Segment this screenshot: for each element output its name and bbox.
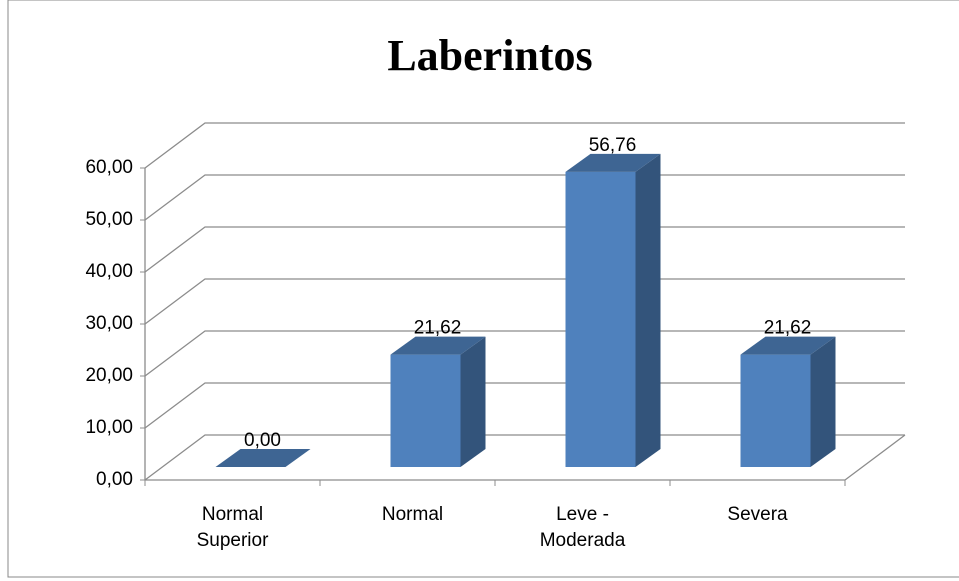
grid-line (144, 382, 905, 429)
grid-line (144, 122, 905, 169)
y-tick-label: 30,00 (85, 313, 133, 334)
bar (565, 153, 661, 467)
x-tick-label: Leve - Moderada (539, 504, 626, 551)
bar-front (390, 354, 461, 467)
bar-top (740, 336, 836, 355)
chart-frame (7, 0, 959, 578)
y-tick-label: 10,00 (85, 417, 133, 438)
bar (740, 336, 836, 467)
chart-title: Laberintos (387, 31, 592, 80)
bar-top (390, 336, 486, 355)
x-tick-label: Normal (381, 504, 444, 525)
x-tick-label: Normal Superior (196, 504, 269, 551)
x-tick-label: Severa (727, 504, 788, 525)
bar-top (215, 449, 311, 467)
grid-line (144, 174, 905, 221)
bar-top (565, 153, 661, 172)
y-tick-label: 40,00 (85, 261, 133, 282)
bar-side (460, 336, 486, 467)
bar (215, 449, 311, 467)
y-tick-label: 20,00 (85, 365, 133, 386)
bar-front (565, 171, 636, 467)
data-label: 21,62 (414, 318, 462, 339)
grid-line (144, 434, 905, 481)
data-label: 21,62 (764, 318, 812, 339)
bar-side (810, 336, 836, 467)
grid-line (144, 278, 905, 325)
bar-front (740, 354, 811, 467)
y-tick-label: 0,00 (96, 469, 133, 490)
data-label: 0,00 (244, 430, 281, 451)
y-tick-label: 60,00 (85, 157, 133, 178)
bar (390, 336, 486, 467)
grid-line (144, 330, 905, 377)
bar-side (635, 153, 661, 467)
grid-line (144, 226, 905, 273)
data-label: 56,76 (589, 135, 637, 156)
y-tick-label: 50,00 (85, 209, 133, 230)
